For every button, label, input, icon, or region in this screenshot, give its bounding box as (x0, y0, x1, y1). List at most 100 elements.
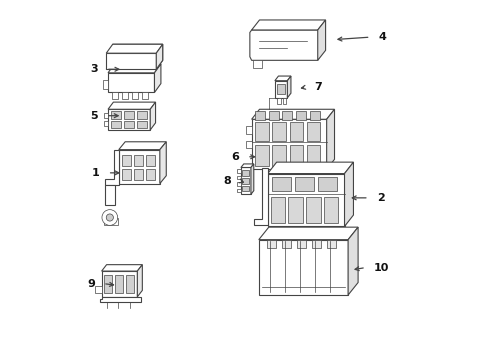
Polygon shape (150, 102, 155, 130)
Bar (251, 119, 326, 169)
Bar (289, 145, 303, 166)
Bar (104, 217, 118, 225)
Polygon shape (287, 76, 290, 98)
Text: 9: 9 (87, 279, 95, 289)
Bar (270, 197, 285, 223)
Bar (102, 271, 137, 297)
Polygon shape (119, 142, 166, 150)
Polygon shape (250, 164, 253, 194)
Bar (237, 189, 241, 192)
Text: 4: 4 (378, 32, 386, 42)
Polygon shape (241, 164, 253, 167)
Bar (103, 121, 108, 126)
Bar (305, 197, 320, 223)
Bar (272, 122, 285, 141)
Bar (306, 122, 320, 141)
Bar (119, 150, 160, 184)
Polygon shape (251, 20, 325, 30)
Text: 8: 8 (223, 176, 231, 186)
Bar (306, 145, 320, 166)
Polygon shape (344, 162, 353, 226)
Bar (271, 177, 290, 192)
Polygon shape (254, 168, 267, 225)
Circle shape (106, 214, 113, 221)
Bar (134, 155, 142, 166)
Bar (295, 111, 305, 120)
Bar (237, 182, 241, 186)
Polygon shape (317, 20, 325, 60)
Bar (309, 111, 319, 120)
Polygon shape (108, 102, 155, 109)
Bar (103, 80, 108, 89)
Bar (131, 93, 138, 99)
Bar (318, 177, 336, 192)
Bar (276, 84, 285, 94)
Polygon shape (154, 64, 161, 93)
Polygon shape (156, 44, 163, 69)
Bar (115, 275, 123, 293)
Bar (123, 111, 134, 118)
Polygon shape (347, 227, 357, 295)
Bar (104, 275, 112, 293)
Bar (242, 186, 248, 192)
Bar (274, 81, 287, 98)
Text: 6: 6 (231, 152, 239, 162)
Polygon shape (105, 150, 119, 185)
Text: 3: 3 (90, 64, 98, 74)
Bar (324, 197, 338, 223)
Bar (134, 169, 142, 180)
Bar (268, 111, 278, 120)
Bar (125, 275, 134, 293)
Bar (122, 93, 128, 99)
Polygon shape (249, 30, 319, 60)
Bar (281, 240, 290, 248)
Bar (258, 240, 347, 295)
Bar (108, 109, 150, 130)
Bar (136, 111, 146, 118)
Polygon shape (102, 265, 142, 271)
Bar (289, 122, 303, 141)
Bar (95, 286, 102, 293)
Bar (245, 141, 251, 148)
Bar (145, 169, 155, 180)
Bar (282, 98, 285, 104)
Bar (122, 155, 130, 166)
Bar (111, 111, 121, 118)
Bar (108, 73, 154, 93)
Polygon shape (160, 142, 166, 184)
Bar (123, 121, 134, 128)
Polygon shape (106, 44, 163, 53)
Bar (255, 145, 268, 166)
Bar (272, 145, 285, 166)
Polygon shape (108, 64, 161, 73)
Bar (296, 240, 305, 248)
Text: 2: 2 (376, 193, 384, 203)
Bar (295, 177, 313, 192)
Text: 7: 7 (313, 82, 321, 92)
Bar (122, 169, 130, 180)
Bar (111, 93, 118, 99)
Bar (255, 111, 264, 120)
Polygon shape (251, 109, 334, 119)
Bar (253, 60, 262, 68)
Bar (282, 111, 292, 120)
Bar (111, 121, 121, 128)
Bar (311, 240, 320, 248)
Bar (103, 113, 108, 118)
Circle shape (102, 210, 118, 225)
Bar (276, 98, 280, 104)
Bar (266, 240, 275, 248)
Bar (145, 155, 155, 166)
Polygon shape (105, 185, 115, 205)
Bar (288, 197, 302, 223)
Polygon shape (274, 76, 290, 81)
Polygon shape (106, 53, 156, 69)
Bar (237, 169, 241, 173)
Polygon shape (258, 227, 357, 240)
Polygon shape (137, 265, 142, 297)
Bar (267, 174, 344, 226)
Bar (237, 176, 241, 179)
Text: 5: 5 (90, 111, 98, 121)
Polygon shape (267, 162, 353, 174)
Text: 1: 1 (92, 168, 100, 178)
